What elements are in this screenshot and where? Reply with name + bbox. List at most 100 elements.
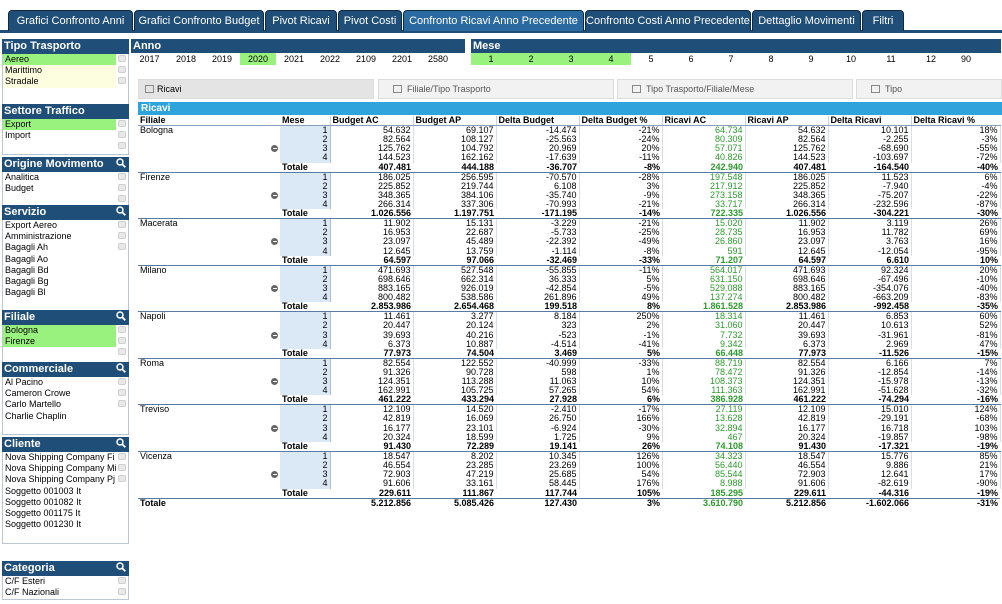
filiale-cell[interactable]: Roma	[138, 358, 280, 368]
filiale-cell[interactable]: Treviso	[138, 404, 280, 415]
anno-value[interactable]: 2021	[283, 54, 305, 64]
filter-item[interactable]: Aereo	[3, 54, 116, 66]
mese-value[interactable]: 11	[886, 54, 896, 64]
filter-item[interactable]: Carlo Martello	[5, 399, 62, 410]
scrollbar-button[interactable]	[118, 475, 126, 482]
filiale-cell[interactable]: Firenze	[138, 172, 280, 182]
filiale-cell[interactable]: Milano	[138, 265, 280, 275]
filter-item[interactable]: Nova Shipping Company Pj	[5, 474, 116, 485]
mese-value[interactable]: 10	[845, 54, 856, 64]
anno-value[interactable]: 2022	[319, 54, 341, 64]
scrollbar-button[interactable]	[118, 464, 126, 471]
filiale-cell[interactable]: Bologna	[138, 125, 280, 135]
scrollbar-button[interactable]	[118, 173, 126, 180]
scrollbar[interactable]	[118, 326, 127, 359]
scrollbar-button[interactable]	[118, 453, 126, 460]
search-icon[interactable]	[116, 158, 126, 168]
collapse-icon[interactable]	[271, 424, 278, 432]
filter-item[interactable]: Soggetto 001082 It	[5, 496, 82, 507]
scrollbar-button[interactable]	[118, 221, 126, 228]
scrollbar-button[interactable]	[118, 337, 126, 344]
scrollbar-button[interactable]	[118, 588, 126, 595]
filter-item[interactable]: Import	[5, 130, 31, 141]
anno-value[interactable]: 2020	[240, 53, 276, 65]
tab-confronto-costi-anno-precedente[interactable]: Confronto Costi Anno Precedente	[585, 10, 751, 31]
collapse-icon[interactable]	[271, 191, 278, 199]
collapse-icon[interactable]	[271, 331, 278, 339]
search-icon[interactable]	[116, 206, 126, 216]
column-header-ricavi-ac[interactable]: Ricavi AC	[661, 116, 745, 126]
filter-item[interactable]: Soggetto 001230 It	[5, 519, 82, 530]
filter-item[interactable]: Export	[3, 119, 116, 131]
scrollbar-button[interactable]	[118, 66, 126, 73]
mese-value[interactable]: 9	[808, 54, 814, 64]
mese-value[interactable]: 12	[925, 54, 936, 64]
scrollbar-button[interactable]	[118, 232, 126, 239]
filter-item[interactable]: C/F Esteri	[5, 576, 46, 586]
scrollbar[interactable]	[118, 173, 127, 206]
filter-item[interactable]: Stradale	[3, 76, 116, 88]
anno-value[interactable]: 2201	[391, 54, 413, 64]
scrollbar[interactable]	[118, 577, 127, 599]
collapse-icon[interactable]	[271, 471, 278, 479]
filter-item[interactable]: Budget	[5, 183, 34, 194]
tab-dettaglio-movimenti[interactable]: Dettaglio Movimenti	[752, 10, 861, 31]
mese-value[interactable]: 7	[728, 54, 734, 64]
collapse-icon[interactable]	[271, 145, 278, 153]
filter-item[interactable]: Bagagli Ao	[5, 253, 49, 264]
tab-pivot-costi[interactable]: Pivot Costi	[338, 10, 402, 31]
filiale-cell[interactable]: Macerata	[138, 218, 280, 229]
tab-confronto-ricavi-anno-precedente[interactable]: Confronto Ricavi Anno Precedente	[403, 10, 584, 31]
filiale-cell[interactable]: Napoli	[138, 311, 280, 322]
mese-value[interactable]: 6	[688, 54, 694, 64]
mese-value[interactable]: 1	[471, 53, 511, 65]
column-header-filiale[interactable]: Filiale	[138, 116, 280, 126]
scrollbar[interactable]	[118, 221, 127, 254]
mese-value[interactable]: 4	[591, 53, 631, 65]
filter-item[interactable]: Charlie Chaplin	[5, 410, 67, 421]
subtab-tipo-trasporto-servizio-mese[interactable]: Tipo Trasporto/Servizio/Mese	[856, 79, 1002, 112]
anno-value[interactable]: 2109	[355, 54, 377, 64]
anno-value[interactable]: 2019	[211, 54, 233, 64]
scrollbar-button[interactable]	[118, 77, 126, 84]
mese-value[interactable]: 90	[960, 54, 971, 64]
filter-item[interactable]: Firenze	[3, 336, 116, 348]
subtab-ricavi[interactable]: Ricavi	[138, 79, 374, 99]
tab-pivot-ricavi[interactable]: Pivot Ricavi	[265, 10, 337, 31]
scrollbar[interactable]	[118, 120, 127, 153]
mese-value[interactable]: 8	[768, 54, 774, 64]
tab-grafici-confronto-anni[interactable]: Grafici Confronto Anni	[8, 10, 133, 31]
mese-value[interactable]: 2	[511, 53, 551, 65]
search-icon[interactable]	[116, 438, 126, 448]
column-header-mese[interactable]: Mese	[280, 116, 330, 126]
filter-item[interactable]: Export Aereo	[5, 220, 58, 230]
anno-value[interactable]: 2018	[175, 54, 197, 64]
scrollbar-button[interactable]	[118, 120, 126, 127]
scrollbar-button[interactable]	[118, 389, 126, 396]
filiale-cell[interactable]: Vicenza	[138, 451, 280, 461]
filter-item[interactable]: Bagagli Bd	[5, 264, 49, 275]
filter-item[interactable]: Bagagli Ah	[5, 242, 49, 253]
subtab-tipo-trasporto-filiale-mese[interactable]: Tipo Trasporto/Filiale/Mese	[617, 79, 853, 99]
scrollbar-button[interactable]	[118, 142, 126, 149]
filter-item[interactable]: Marittimo	[3, 65, 116, 77]
mese-value[interactable]: 3	[551, 53, 591, 65]
scrollbar-button[interactable]	[118, 378, 126, 385]
collapse-icon[interactable]	[271, 284, 278, 292]
scrollbar[interactable]	[118, 55, 127, 88]
filter-item[interactable]: Amministrazione	[5, 231, 72, 242]
scrollbar-button[interactable]	[118, 348, 126, 355]
scrollbar[interactable]	[118, 378, 127, 411]
scrollbar-button[interactable]	[118, 400, 126, 407]
column-header-ricavi-ap[interactable]: Ricavi AP	[744, 116, 828, 126]
filter-item[interactable]: Al Pacino	[5, 377, 44, 387]
scrollbar-button[interactable]	[118, 577, 126, 584]
search-icon[interactable]	[116, 363, 126, 373]
column-header-budget-ac[interactable]: Budget AC	[329, 116, 413, 126]
scrollbar-button[interactable]	[118, 195, 126, 202]
mese-value[interactable]: 5	[648, 54, 654, 64]
column-header-delta-ricavi[interactable]: Delta Ricavi	[827, 116, 911, 126]
scrollbar-button[interactable]	[118, 131, 126, 138]
tab-filtri[interactable]: Filtri	[862, 10, 904, 31]
column-header-delta-ricavi[interactable]: Delta Ricavi %	[910, 116, 1000, 126]
